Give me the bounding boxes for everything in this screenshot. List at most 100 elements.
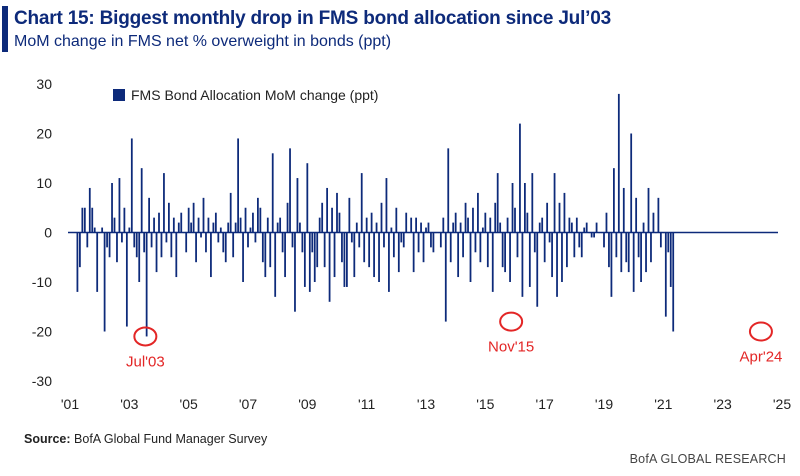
bar (175, 232, 178, 278)
bar (457, 232, 460, 278)
bar (113, 217, 116, 233)
bar (202, 197, 205, 233)
bar-series (76, 93, 675, 337)
bar (224, 232, 227, 263)
bar (551, 232, 553, 278)
bar (294, 232, 296, 312)
bar (479, 232, 482, 263)
bar (135, 232, 138, 258)
bar (123, 207, 126, 233)
chart-title: Chart 15: Biggest monthly drop in FMS bo… (14, 8, 611, 29)
bar (610, 232, 613, 297)
bar (375, 222, 378, 233)
bar (449, 232, 452, 263)
bar (642, 222, 645, 233)
bar (373, 232, 375, 278)
bar (472, 207, 474, 233)
x-tick-label: '23 (714, 396, 732, 412)
bar (627, 232, 630, 273)
bar (620, 232, 623, 273)
highlight-circle (748, 321, 773, 342)
x-tick-label: '19 (595, 396, 613, 412)
bar (229, 192, 232, 233)
bar (390, 227, 393, 233)
bar (244, 207, 247, 233)
bar (573, 232, 576, 258)
bar (96, 232, 99, 292)
bar (447, 148, 450, 233)
bar (563, 192, 566, 233)
bar (536, 232, 539, 307)
bar (222, 232, 225, 253)
bar (101, 227, 104, 233)
y-tick-label: -30 (32, 373, 52, 389)
bar (261, 232, 264, 263)
bar (546, 202, 549, 233)
bar (395, 207, 398, 233)
bar (467, 217, 469, 233)
bar (415, 217, 417, 233)
bar (504, 232, 506, 273)
bar (385, 178, 388, 233)
bar (667, 232, 670, 253)
annotations: Jul'03 Nov'15 Apr'24 (126, 311, 782, 370)
x-tick-label: '15 (476, 396, 494, 412)
bar (207, 217, 210, 233)
bar (452, 222, 455, 233)
bar (118, 178, 121, 233)
bar (420, 222, 422, 233)
bar (543, 232, 546, 263)
bar (237, 138, 239, 233)
bar (214, 212, 217, 233)
bar (566, 232, 568, 268)
bar (378, 232, 380, 282)
bar (284, 232, 286, 278)
bar (625, 232, 628, 263)
bar (348, 197, 351, 233)
bar (187, 207, 190, 233)
bar (331, 207, 333, 233)
bar (444, 232, 447, 322)
bar (410, 217, 413, 233)
bar (511, 183, 514, 233)
bar (197, 217, 200, 233)
bar (380, 202, 383, 233)
bar (657, 197, 660, 233)
bar (148, 197, 150, 233)
bar (81, 207, 84, 233)
bar (595, 222, 598, 233)
bar (341, 232, 343, 263)
bar (630, 133, 633, 233)
bar (538, 222, 541, 233)
bar (432, 232, 435, 253)
bar (533, 232, 536, 253)
bar (205, 232, 207, 253)
bar (425, 227, 427, 233)
legend-label: FMS Bond Allocation MoM change (ppt) (131, 87, 378, 103)
bar (526, 212, 529, 233)
bar (558, 202, 561, 233)
bar (321, 202, 324, 233)
bar (333, 232, 336, 278)
bar (308, 232, 311, 292)
bar (640, 232, 642, 282)
bar (402, 232, 405, 248)
y-tick-label: 10 (36, 175, 52, 191)
bar (291, 232, 294, 248)
bar (289, 148, 291, 233)
bar (370, 212, 373, 233)
bar (163, 173, 165, 233)
bar (276, 222, 279, 233)
bar (578, 232, 581, 248)
bar (323, 232, 326, 268)
bar (128, 227, 131, 233)
bar (217, 232, 220, 243)
bar (153, 217, 155, 233)
bar (200, 232, 202, 238)
bar (462, 232, 464, 258)
bar (242, 232, 244, 282)
bar (501, 232, 504, 268)
bar (672, 232, 675, 332)
bar (556, 232, 558, 297)
bar (145, 232, 148, 337)
